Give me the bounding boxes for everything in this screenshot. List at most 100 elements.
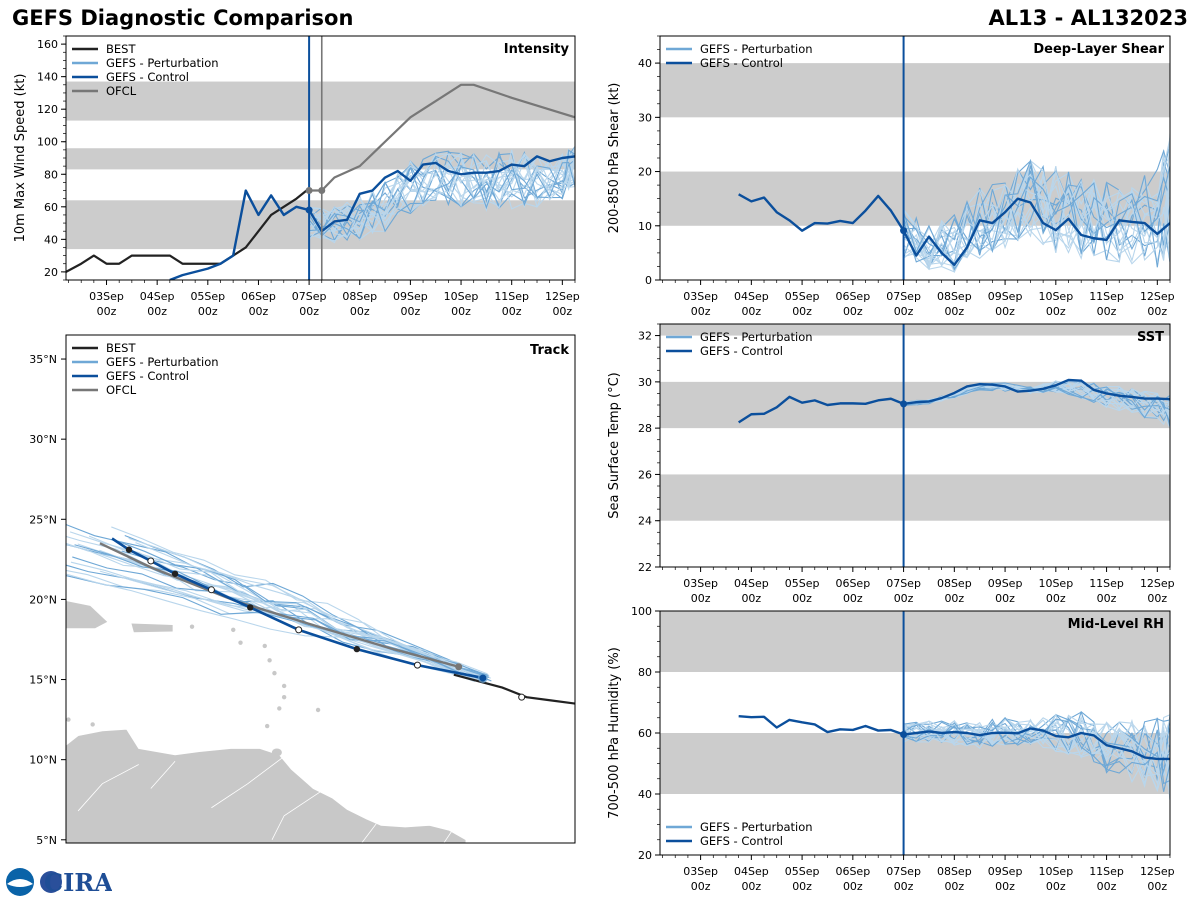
- shear-xtick-hour: 00z: [741, 305, 761, 318]
- small-island: [315, 707, 321, 713]
- track-open-marker: [295, 626, 303, 634]
- sst-ytick-label: 26: [638, 468, 652, 481]
- track-legend-label: GEFS - Perturbation: [106, 355, 219, 369]
- intensity-xtick-hour: 00z: [147, 305, 167, 318]
- shear-title: Deep-Layer Shear: [1033, 42, 1164, 57]
- small-island: [277, 706, 282, 711]
- track-legend-label: BEST: [106, 341, 136, 355]
- shear-ytick-label: 0: [645, 274, 652, 287]
- shear-perturbation-member: [903, 158, 1170, 260]
- intensity-control-init-point: [305, 206, 313, 214]
- intensity-ofcl-point: [318, 187, 326, 195]
- sst-xtick-hour: 00z: [691, 592, 711, 605]
- rh-xtick-day: 06Sep: [835, 865, 870, 878]
- shear-perturbation-member: [903, 189, 1170, 257]
- trinidad-land: [271, 748, 282, 757]
- shear-ytick-label: 40: [638, 57, 652, 70]
- sst-xtick-day: 03Sep: [683, 577, 718, 590]
- rh-ytick-label: 60: [638, 727, 652, 740]
- intensity-panel: 20 40 60 80 100 120 140 160 03Sep 00z 04Sep 00z 05Se…: [13, 35, 580, 318]
- track-title: Track: [530, 343, 569, 358]
- sst-xtick-hour: 00z: [741, 592, 761, 605]
- rh-ytick-label: 20: [638, 849, 652, 862]
- intensity-ytick-label: 80: [44, 168, 58, 181]
- intensity-xtick-hour: 00z: [502, 305, 522, 318]
- track-lat-label: 35°N: [29, 353, 57, 366]
- intensity-gefs-control-line: [169, 155, 575, 280]
- intensity-xtick-day: 11Sep: [494, 290, 529, 303]
- rh-xtick-hour: 00z: [1046, 880, 1066, 893]
- shear-xtick-hour: 00z: [1097, 305, 1117, 318]
- intensity-best-line: [66, 189, 308, 273]
- rh-perturbation-member: [903, 713, 1170, 791]
- sst-xtick-hour: 00z: [1097, 592, 1117, 605]
- sst-xtick-hour: 00z: [944, 592, 964, 605]
- small-island: [189, 624, 195, 629]
- shear-band-1: [660, 63, 1170, 118]
- sst-ytick-label: 28: [638, 422, 652, 435]
- track-lat-label: 20°N: [29, 593, 57, 606]
- shear-xtick-hour: 00z: [843, 305, 863, 318]
- rh-perturbation-member: [903, 718, 1170, 783]
- intensity-band-1: [66, 148, 575, 170]
- track-map-area: [66, 523, 575, 843]
- rh-band-0: [660, 733, 1170, 794]
- track-filled-marker: [125, 546, 133, 553]
- track-open-marker: [413, 661, 421, 669]
- rh-xtick-hour: 00z: [741, 880, 761, 893]
- shear-xtick-hour: 00z: [995, 305, 1015, 318]
- track-lat-label: 10°N: [29, 754, 57, 767]
- intensity-ytick-label: 140: [37, 71, 58, 84]
- rh-legend-label: GEFS - Perturbation: [700, 820, 813, 834]
- shear-perturbation-member: [903, 159, 1170, 265]
- rh-xtick-day: 08Sep: [937, 865, 972, 878]
- shear-xtick-day: 04Sep: [734, 290, 769, 303]
- sst-plot-area: [660, 324, 1170, 521]
- shear-xtick-day: 05Sep: [785, 290, 820, 303]
- small-island: [238, 640, 243, 645]
- intensity-xtick-day: 04Sep: [140, 290, 175, 303]
- track-lat-label: 15°N: [29, 674, 57, 687]
- sst-xtick-day: 09Sep: [988, 577, 1023, 590]
- track-lat-label: 30°N: [29, 433, 57, 446]
- rh-control-init-point: [900, 731, 908, 739]
- shear-xtick-day: 10Sep: [1038, 290, 1073, 303]
- country-border: [271, 791, 321, 840]
- track-lat-label: 25°N: [29, 513, 57, 526]
- shear-xtick-hour: 00z: [792, 305, 812, 318]
- intensity-legend-label: GEFS - Control: [106, 70, 189, 84]
- small-island: [267, 658, 272, 663]
- shear-perturbation-member: [903, 170, 1170, 265]
- intensity-perturbation-member: [308, 151, 575, 236]
- rh-xtick-day: 11Sep: [1089, 865, 1124, 878]
- sst-band-0: [660, 474, 1170, 521]
- intensity-xtick-hour: 00z: [249, 305, 269, 318]
- track-legend-label: GEFS - Control: [106, 369, 189, 383]
- shear-ytick-label: 20: [638, 166, 652, 179]
- cira-noaa-logo: CIRA: [6, 868, 112, 897]
- small-island: [262, 643, 267, 649]
- rh-xtick-day: 04Sep: [734, 865, 769, 878]
- intensity-xtick-day: 05Sep: [190, 290, 225, 303]
- sst-ytick-label: 24: [638, 515, 652, 528]
- south-america-land: [66, 728, 467, 843]
- track-legend-label: OFCL: [106, 383, 137, 397]
- shear-xtick-hour: 00z: [944, 305, 964, 318]
- intensity-perturbation-member: [308, 151, 575, 242]
- shear-xtick-day: 12Sep: [1140, 290, 1175, 303]
- sst-frame: [659, 323, 1171, 568]
- track-ofcl-line: [99, 542, 459, 668]
- shear-xtick-day: 08Sep: [937, 290, 972, 303]
- sst-gefs-control-line: [738, 378, 1170, 424]
- track-control-line: [111, 537, 484, 680]
- rh-xtick-hour: 00z: [843, 880, 863, 893]
- track-filled-marker: [171, 570, 179, 577]
- sst-xtick-hour: 00z: [894, 592, 914, 605]
- shear-control-init-point: [900, 227, 908, 235]
- sst-xtick-day: 10Sep: [1038, 577, 1073, 590]
- intensity-band-2: [66, 81, 575, 121]
- rh-perturbation-member: [903, 713, 1170, 766]
- intensity-plot-area: [66, 81, 575, 280]
- sst-xtick-day: 04Sep: [734, 577, 769, 590]
- track-filled-marker: [247, 604, 254, 611]
